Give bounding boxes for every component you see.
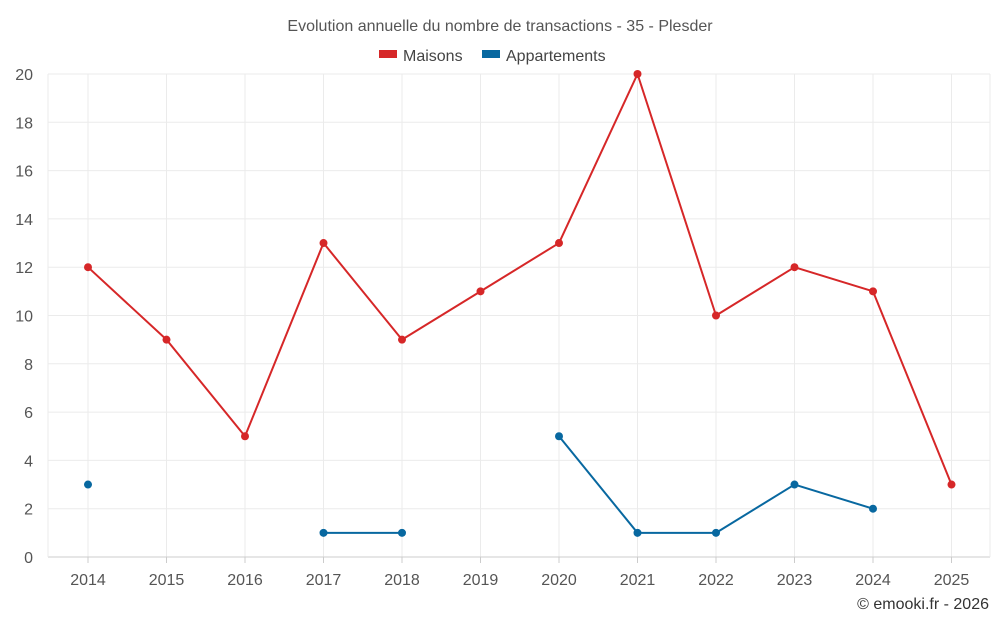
y-tick-label: 6 (24, 405, 33, 422)
credit-text: © emooki.fr - 2026 (857, 596, 989, 613)
x-tick-label: 2018 (384, 572, 420, 589)
legend-swatch-appartements (482, 50, 500, 58)
legend: Maisons Appartements (379, 48, 606, 65)
data-point-maisons-2015[interactable] (162, 335, 171, 344)
x-tick-label: 2017 (306, 572, 342, 589)
data-point-appartements-2017[interactable] (319, 528, 328, 537)
data-point-appartements-2014[interactable] (84, 480, 92, 489)
data-point-appartements-2022[interactable] (712, 528, 720, 537)
y-tick-label: 18 (15, 115, 33, 132)
x-tick-label: 2020 (541, 572, 577, 589)
data-point-maisons-2023[interactable] (790, 263, 799, 272)
y-tick-label: 2 (24, 502, 33, 519)
data-point-maisons-2020[interactable] (555, 239, 563, 248)
y-tick-label: 12 (15, 260, 33, 277)
data-point-maisons-2022[interactable] (712, 311, 720, 320)
legend-label-appartements[interactable]: Appartements (506, 48, 606, 65)
series-line-maisons (87, 73, 953, 485)
series-maisons (84, 70, 956, 489)
grid (48, 73, 990, 557)
data-point-maisons-2016[interactable] (241, 432, 249, 441)
data-point-appartements-2021[interactable] (633, 528, 642, 537)
data-point-maisons-2014[interactable] (84, 263, 92, 272)
data-point-maisons-2021[interactable] (633, 70, 642, 78)
y-tick-label: 16 (15, 164, 33, 181)
legend-label-maisons[interactable]: Maisons (403, 48, 463, 65)
series (84, 70, 956, 537)
x-tick-label: 2015 (149, 572, 185, 589)
x-tick-label: 2022 (698, 572, 734, 589)
y-tick-label: 10 (15, 309, 33, 326)
x-tick-label: 2025 (934, 572, 970, 589)
data-point-maisons-2018[interactable] (398, 335, 406, 344)
x-tick-label: 2024 (855, 572, 891, 589)
data-point-appartements-2020[interactable] (555, 432, 563, 441)
y-tick-label: 0 (24, 550, 33, 567)
data-point-maisons-2017[interactable] (319, 239, 328, 248)
x-tick-label: 2021 (620, 572, 656, 589)
y-tick-label: 4 (24, 453, 33, 470)
series-appartements (84, 432, 877, 537)
data-point-appartements-2018[interactable] (398, 528, 406, 537)
x-tick-label: 2016 (227, 572, 263, 589)
legend-swatch-maisons (379, 50, 397, 58)
y-tick-label: 8 (24, 357, 33, 374)
y-tick-label: 20 (15, 67, 33, 84)
y-tick-label: 14 (15, 212, 33, 229)
data-point-appartements-2024[interactable] (869, 504, 877, 513)
data-point-maisons-2024[interactable] (869, 287, 877, 296)
data-point-appartements-2023[interactable] (790, 480, 799, 489)
data-point-maisons-2025[interactable] (947, 480, 956, 489)
axes: 0 2 4 6 8 10 12 14 16 18 20 2014 2015 2016 2017 2018 201… (15, 67, 991, 589)
x-tick-label: 2019 (463, 572, 499, 589)
chart-title: Evolution annuelle du nombre de transact… (287, 18, 713, 35)
x-tick-label: 2023 (777, 572, 813, 589)
data-point-maisons-2019[interactable] (476, 287, 485, 296)
x-tick-label: 2014 (70, 572, 106, 589)
